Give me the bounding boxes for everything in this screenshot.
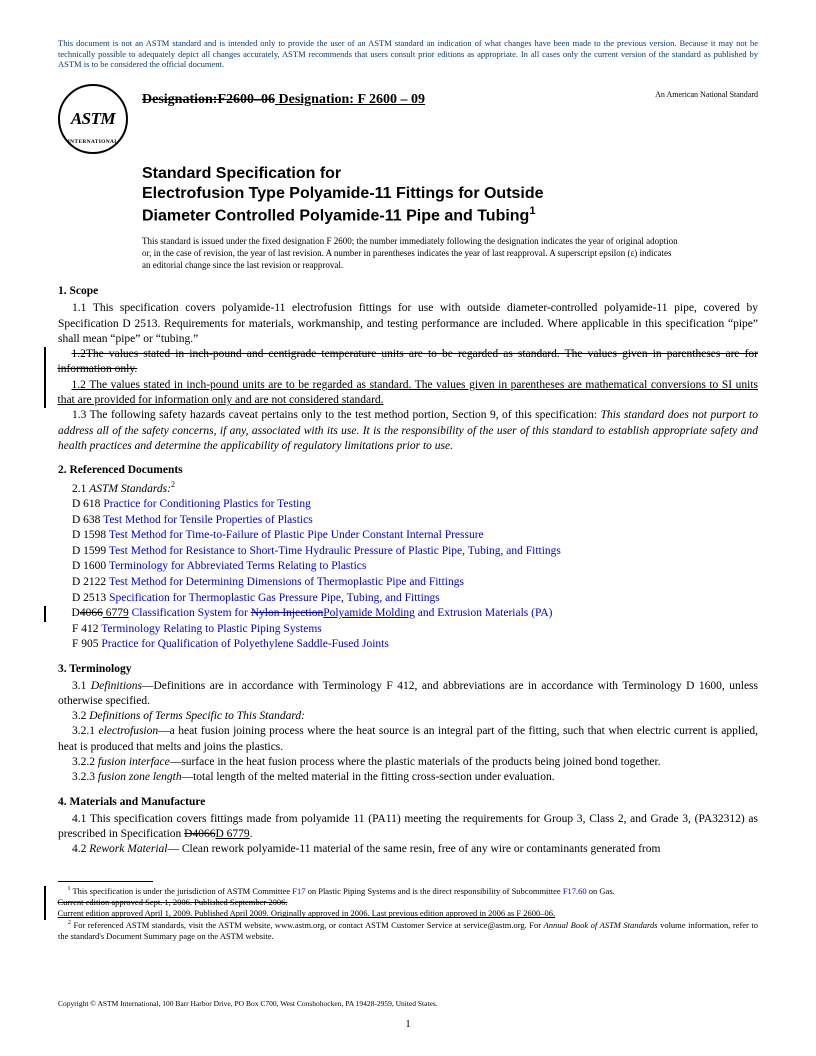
term-3-2-1: 3.2.1 electrofusion—a heat fusion joinin… xyxy=(58,724,758,755)
ref-f905: F 905 Practice for Qualification of Poly… xyxy=(58,637,758,653)
section-1-head: 1. Scope xyxy=(58,285,758,297)
ref-d1599: D 1599 Test Method for Resistance to Sho… xyxy=(58,544,758,560)
page-number: 1 xyxy=(405,1018,411,1030)
title-block: Standard Specification for Electrofusion… xyxy=(142,164,758,226)
refs-lead: 2.1 ASTM Standards:2 xyxy=(58,480,758,497)
logo-main-text: ASTM xyxy=(71,109,115,129)
ref-d2513: D 2513 Specification for Thermoplastic G… xyxy=(58,591,758,607)
header: ASTM INTERNATIONAL Designation:F2600–06 … xyxy=(58,84,758,154)
copyright-line: Copyright © ASTM International, 100 Barr… xyxy=(58,999,438,1008)
term-3-2: 3.2 Definitions of Terms Specific to Thi… xyxy=(58,709,758,724)
section-3-head: 3. Terminology xyxy=(58,663,758,675)
title-footnote-ref: 1 xyxy=(529,205,535,217)
scope-1-2-struck: 1.2The values stated in inch-pound and c… xyxy=(58,347,759,378)
ref-f412: F 412 Terminology Relating to Plastic Pi… xyxy=(58,622,758,638)
ref-d1600: D 1600 Terminology for Abbreviated Terms… xyxy=(58,559,758,575)
term-3-1: 3.1 Definitions—Definitions are in accor… xyxy=(58,679,758,710)
section-2-head: 2. Referenced Documents xyxy=(58,464,758,476)
disclaimer-notice: This document is not an ASTM standard an… xyxy=(58,38,758,70)
designation-current: Designation: F 2600 – 09 xyxy=(275,92,425,107)
footnote-1-struck: Current edition approved Sept. 1, 2006. … xyxy=(58,897,759,908)
astm-logo: ASTM INTERNATIONAL xyxy=(58,84,128,154)
scope-1-3: 1.3 The following safety hazards caveat … xyxy=(58,408,758,454)
mat-4-1: 4.1 This specification covers fittings m… xyxy=(58,812,758,843)
issuance-note: This standard is issued under the fixed … xyxy=(142,236,682,271)
footnote-2: 2 For referenced ASTM standards, visit t… xyxy=(58,920,758,942)
title-line3: Diameter Controlled Polyamide-11 Pipe an… xyxy=(142,207,529,224)
title-line2: Electrofusion Type Polyamide-11 Fittings… xyxy=(142,185,544,202)
ref-d638: D 638 Test Method for Tensile Properties… xyxy=(58,513,758,529)
ref-d6779-changed: D4066 6779 Classification System for Nyl… xyxy=(58,606,759,622)
footnote-1-new: Current edition approved April 1, 2009. … xyxy=(58,908,759,919)
scope-1-2-new: 1.2 The values stated in inch-pound unit… xyxy=(58,378,759,409)
designation-struck: Designation:F2600–06 xyxy=(142,92,275,107)
term-3-2-2: 3.2.2 fusion interface—surface in the he… xyxy=(58,755,758,770)
designation-block: Designation:F2600–06 Designation: F 2600… xyxy=(142,84,655,108)
section-4-head: 4. Materials and Manufacture xyxy=(58,796,758,808)
footnote-1: 1 This specification is under the jurisd… xyxy=(58,886,759,897)
ref-d2122: D 2122 Test Method for Determining Dimen… xyxy=(58,575,758,591)
national-standard-label: An American National Standard xyxy=(655,84,758,99)
term-3-2-3: 3.2.3 fusion zone length—total length of… xyxy=(58,770,758,785)
scope-1-1: 1.1 This specification covers polyamide-… xyxy=(58,301,758,347)
footnote-rule xyxy=(58,881,153,882)
ref-d1598: D 1598 Test Method for Time-to-Failure o… xyxy=(58,528,758,544)
mat-4-2: 4.2 Rework Material— Clean rework polyam… xyxy=(58,842,758,857)
title-line1: Standard Specification for xyxy=(142,165,341,182)
logo-sub-text: INTERNATIONAL xyxy=(68,139,119,145)
ref-d618: D 618 Practice for Conditioning Plastics… xyxy=(58,497,758,513)
